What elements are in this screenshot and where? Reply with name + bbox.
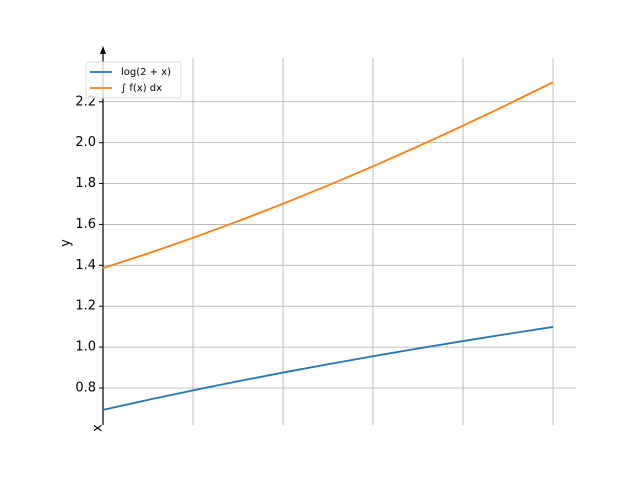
y-tick-label: 1.0 bbox=[75, 340, 96, 355]
y-axis-arrow bbox=[100, 46, 106, 54]
data-line bbox=[102, 326, 554, 411]
x-axis-label: x bbox=[91, 424, 106, 432]
y-tick-label: 1.6 bbox=[75, 217, 96, 232]
y-tick-label: 1.2 bbox=[75, 299, 96, 314]
y-axis-label: y bbox=[59, 239, 74, 247]
legend-box bbox=[85, 61, 182, 99]
legend-label: ∫ f(x) dx bbox=[121, 83, 162, 94]
legend-label: log(2 + x) bbox=[121, 67, 171, 78]
y-tick-label: 1.4 bbox=[75, 258, 96, 273]
data-line bbox=[102, 81, 554, 269]
y-tick-label: 0.8 bbox=[75, 380, 96, 395]
y-tick-label: 2.0 bbox=[75, 135, 96, 150]
y-tick-label: 1.8 bbox=[75, 176, 96, 191]
